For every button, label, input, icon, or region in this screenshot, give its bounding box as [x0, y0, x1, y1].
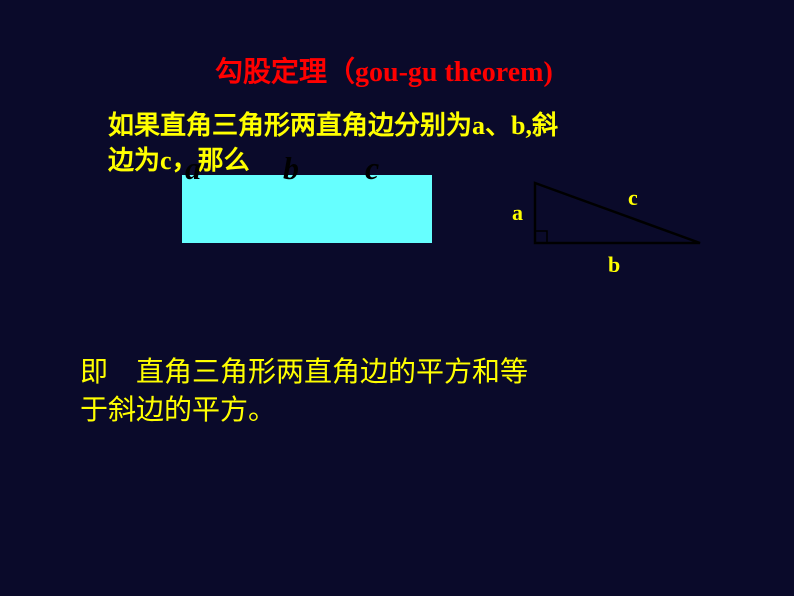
intro-part2: 斜 — [532, 111, 558, 140]
formula-variable-a: a — [185, 150, 201, 187]
intro-var-c: c — [160, 146, 172, 175]
intro-text-line2: 边为c，那么 — [108, 140, 250, 177]
page-title: 勾股定理（gou-gu theorem) — [215, 50, 553, 90]
intro-text-line1: 如果直角三角形两直角边分别为a、b,斜 — [108, 105, 558, 142]
triangle-label-c: c — [628, 185, 638, 211]
formula-variable-b: b — [283, 150, 299, 187]
highlight-box — [182, 175, 432, 243]
triangle-label-b: b — [608, 252, 620, 278]
intro-sep: 、 — [485, 111, 511, 140]
intro-line2-part1: 边为 — [108, 146, 160, 175]
triangle-label-a: a — [512, 200, 523, 226]
right-triangle-diagram — [505, 178, 705, 258]
formula-variable-c: c — [365, 150, 379, 187]
intro-part1: 如果直角三角形两直角边分别为 — [108, 111, 472, 140]
intro-var-b: b, — [511, 111, 532, 140]
intro-line2-part2: ，那么 — [172, 146, 250, 175]
conclusion-text-line1: 即 直角三角形两直角边的平方和等 — [80, 350, 528, 390]
intro-var-a: a — [472, 111, 485, 140]
conclusion-text-line2: 于斜边的平方。 — [80, 388, 276, 428]
